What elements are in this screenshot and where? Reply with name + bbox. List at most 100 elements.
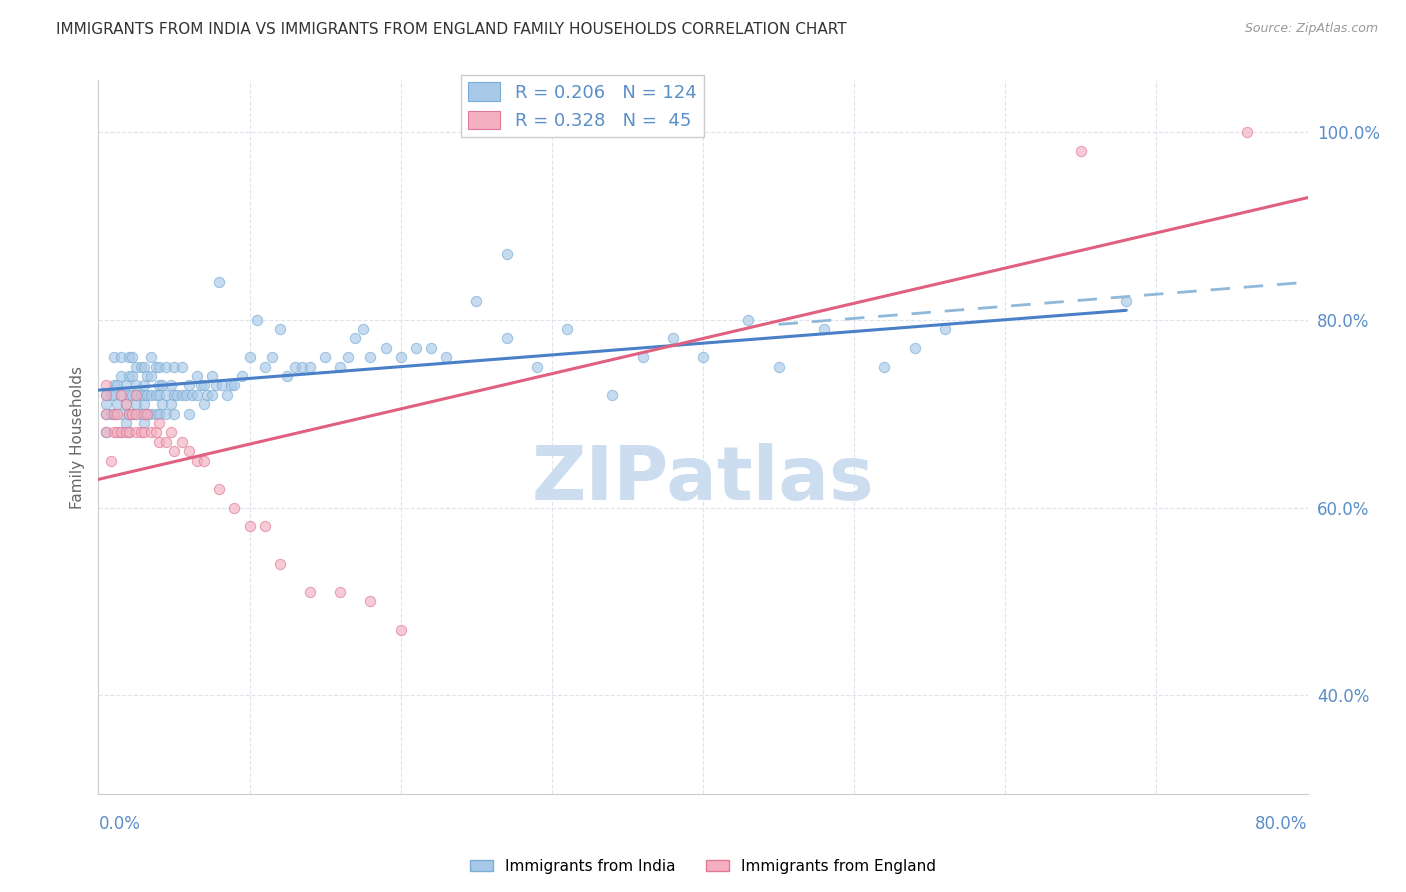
Point — [190, 378, 212, 392]
Point — [100, 453, 122, 467]
Point — [374, 341, 396, 355]
Point — [103, 378, 125, 392]
Point — [103, 407, 125, 421]
Point — [155, 434, 177, 449]
Point — [125, 378, 148, 392]
Point — [132, 359, 155, 374]
Point — [239, 351, 262, 365]
Point — [186, 388, 208, 402]
Point — [163, 388, 186, 402]
Point — [495, 331, 517, 345]
Point — [129, 407, 152, 421]
Point — [135, 388, 157, 402]
Text: ZIPatlas: ZIPatlas — [531, 443, 875, 516]
Point — [129, 425, 152, 440]
Point — [211, 378, 233, 392]
Point — [132, 378, 155, 392]
Point — [129, 388, 152, 402]
Point — [105, 397, 128, 411]
Point — [186, 369, 208, 384]
Point — [118, 425, 141, 440]
Point — [179, 444, 201, 458]
Point — [145, 359, 167, 374]
Point — [110, 388, 132, 402]
Point — [145, 407, 167, 421]
Point — [181, 388, 204, 402]
Point — [360, 594, 382, 608]
Point — [121, 351, 143, 365]
Point — [118, 369, 141, 384]
Point — [114, 416, 136, 430]
Point — [121, 388, 143, 402]
Point — [201, 388, 224, 402]
Point — [179, 407, 201, 421]
Point — [662, 331, 685, 345]
Point — [150, 378, 173, 392]
Point — [118, 407, 141, 421]
Point — [215, 388, 238, 402]
Point — [110, 425, 132, 440]
Point — [110, 388, 132, 402]
Point — [1070, 144, 1092, 158]
Point — [141, 351, 163, 365]
Point — [103, 425, 125, 440]
Point — [114, 378, 136, 392]
Point — [239, 519, 262, 533]
Point — [291, 359, 314, 374]
Point — [555, 322, 578, 336]
Text: Source: ZipAtlas.com: Source: ZipAtlas.com — [1244, 22, 1378, 36]
Point — [132, 388, 155, 402]
Point — [155, 388, 177, 402]
Point — [125, 359, 148, 374]
Point — [201, 369, 224, 384]
Point — [155, 359, 177, 374]
Point — [495, 247, 517, 261]
Point — [103, 388, 125, 402]
Point — [163, 359, 186, 374]
Point — [904, 341, 927, 355]
Point — [465, 293, 488, 308]
Point — [160, 397, 183, 411]
Point — [132, 416, 155, 430]
Point — [246, 312, 269, 326]
Point — [360, 351, 382, 365]
Point — [110, 351, 132, 365]
Point — [170, 434, 193, 449]
Point — [526, 359, 548, 374]
Point — [352, 322, 374, 336]
Point — [155, 407, 177, 421]
Point — [110, 369, 132, 384]
Point — [118, 425, 141, 440]
Point — [125, 407, 148, 421]
Point — [94, 388, 117, 402]
Point — [631, 351, 654, 365]
Point — [148, 407, 170, 421]
Point — [193, 453, 215, 467]
Point — [284, 359, 307, 374]
Point — [145, 425, 167, 440]
Point — [118, 388, 141, 402]
Point — [135, 369, 157, 384]
Point — [768, 359, 790, 374]
Point — [118, 351, 141, 365]
Text: IMMIGRANTS FROM INDIA VS IMMIGRANTS FROM ENGLAND FAMILY HOUSEHOLDS CORRELATION C: IMMIGRANTS FROM INDIA VS IMMIGRANTS FROM… — [56, 22, 846, 37]
Point — [299, 585, 322, 599]
Point — [121, 407, 143, 421]
Point — [114, 425, 136, 440]
Point — [141, 369, 163, 384]
Point — [208, 275, 231, 289]
Point — [1115, 293, 1137, 308]
Point — [269, 557, 291, 571]
Point — [166, 388, 188, 402]
Point — [163, 407, 186, 421]
Point — [224, 500, 246, 515]
Point — [141, 425, 163, 440]
Point — [299, 359, 322, 374]
Point — [100, 407, 122, 421]
Point — [103, 407, 125, 421]
Point — [276, 369, 298, 384]
Point — [105, 425, 128, 440]
Point — [125, 425, 148, 440]
Point — [125, 388, 148, 402]
Point — [150, 397, 173, 411]
